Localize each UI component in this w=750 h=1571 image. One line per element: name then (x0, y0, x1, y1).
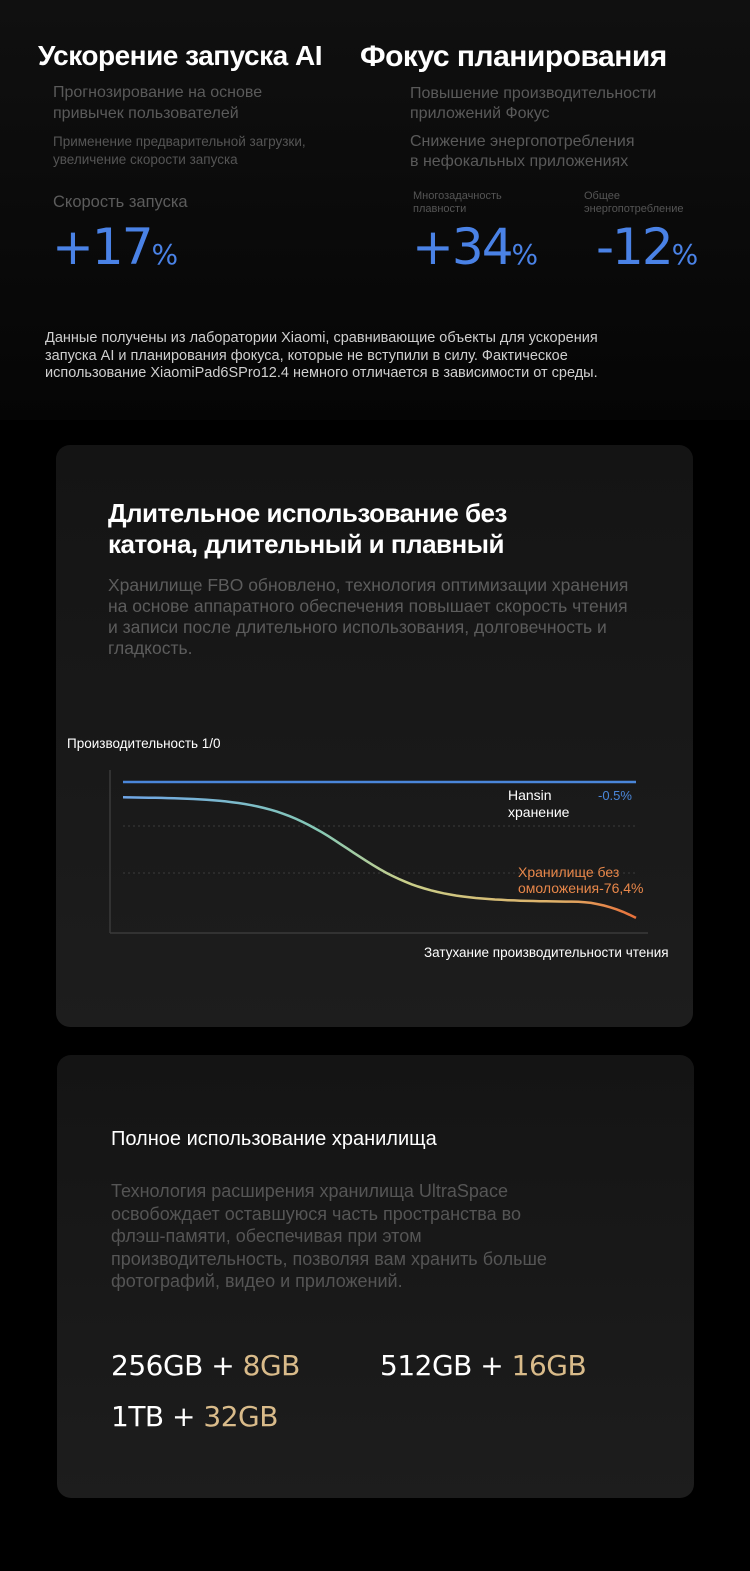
multitask-label-a: Многозадачность (413, 190, 502, 202)
longevity-title-2: катона, длительный и плавный (108, 529, 504, 559)
focus-desc-2a: Снижение энергопотребления (410, 133, 635, 150)
longevity-desc-4: гладкость. (108, 638, 193, 658)
storage-desc-1: Технология расширения хранилища UltraSpa… (111, 1181, 508, 1201)
multitask-value: +34% (412, 218, 539, 276)
multitask-label-b: плавности (413, 203, 467, 215)
longevity-desc-1: Хранилище FBO обновлено, технология опти… (108, 575, 629, 595)
focus-desc-1b: приложений Фокус (410, 105, 550, 122)
storage-usage-card (57, 1055, 694, 1498)
ai-launch-desc-2b: увеличение скорости запуска (53, 152, 238, 167)
ai-launch-desc-1a: Прогнозирование на основе (53, 84, 263, 101)
chart-y-axis-label: Производительность 1/0 (67, 736, 221, 751)
ai-launch-desc-2a: Применение предварительной загрузки, (53, 134, 306, 149)
capacity-1tb: 1TB + 32GB (111, 1400, 278, 1433)
disclaimer-line-3: использование XiaomiPad6SPro12.4 немного… (45, 365, 598, 381)
power-value: -12% (596, 218, 699, 276)
ai-launch-desc-1b: привычек пользователей (53, 105, 239, 122)
power-label-b: энергопотребление (584, 203, 684, 215)
storage-desc-2: освобождает оставшуюся часть пространств… (111, 1203, 522, 1224)
storage-usage-desc: Технология расширения хранилища UltraSpa… (111, 1180, 631, 1293)
longevity-desc-2: на основе аппаратного обеспечения повыша… (108, 596, 628, 616)
storage-desc-4: производительность, позволяя вам хранить… (111, 1248, 547, 1269)
focus-desc-1a: Повышение производительности (410, 85, 657, 102)
storage-desc-3: флэш-памяти, обеспечивая при этом (111, 1226, 422, 1246)
launch-speed-value: +17% (52, 218, 179, 276)
focus-desc-2b: в нефокальных приложениях (410, 153, 629, 170)
top-section: Ускорение запуска AI Прогнозирование на … (0, 0, 750, 420)
storage-usage-title: Полное использование хранилища (111, 1128, 437, 1150)
longevity-desc-3: и записи после длительного использования… (108, 617, 607, 637)
storage-desc-5: фотографий, видео и приложений. (111, 1271, 403, 1291)
focus-title: Фокус планирования (360, 40, 667, 73)
power-label-a: Общее (584, 190, 621, 202)
capacity-512gb: 512GB + 16GB (380, 1349, 587, 1382)
disclaimer-line-2: запуска AI и планирования фокуса, которы… (45, 347, 568, 364)
capacity-256gb: 256GB + 8GB (111, 1349, 300, 1382)
launch-speed-label: Скорость запуска (53, 193, 188, 211)
disclaimer-line-1: Данные получены из лаборатории Xiaomi, с… (45, 330, 598, 346)
disclaimer-note: Данные получены из лаборатории Xiaomi, с… (45, 330, 705, 383)
ai-launch-title: Ускорение запуска AI (38, 40, 322, 71)
longevity-title-1: Длительное использование без (108, 498, 507, 528)
storage-longevity-card (56, 445, 693, 1027)
